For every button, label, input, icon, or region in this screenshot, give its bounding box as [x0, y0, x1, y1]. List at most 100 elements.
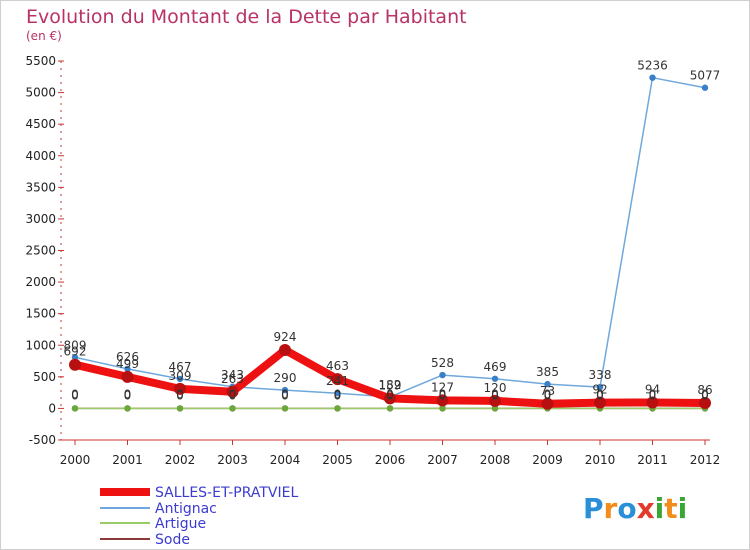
chart-subtitle: (en €): [26, 29, 62, 43]
data-label: 92: [592, 383, 607, 397]
data-label: 263: [221, 372, 244, 386]
data-label: 0: [124, 388, 132, 402]
logo-letter: x: [637, 492, 655, 525]
data-label: 0: [701, 387, 709, 401]
data-point: [174, 382, 186, 395]
data-label: 5077: [690, 69, 721, 83]
data-label: 528: [431, 356, 454, 370]
series-antignac: [71, 74, 709, 401]
y-tick-label: 3000: [25, 212, 56, 226]
axes: -500 0 500 1000 1500 2000 2500 3000 3500 4000 4500…: [25, 54, 720, 467]
logo-letter: P: [583, 492, 604, 525]
data-label: 120: [484, 381, 507, 395]
data-label: 0: [229, 387, 237, 401]
y-tick-label: 5500: [25, 54, 56, 68]
logo-letter: i: [655, 492, 665, 525]
legend-label: Artigue: [155, 516, 206, 532]
data-point: [69, 358, 81, 371]
data-label: 182: [379, 378, 402, 392]
data-label: 0: [596, 387, 604, 401]
data-point: [281, 405, 289, 412]
x-tick-label: 2009: [532, 453, 563, 467]
data-label: 0: [596, 388, 604, 402]
series-layer: 809 626 467 343 290 241 182 528 469 385 338 5236 507…: [64, 59, 721, 412]
y-tick-label: 2500: [25, 244, 56, 258]
logo-letter: r: [604, 492, 618, 525]
data-point: [71, 354, 79, 361]
x-tick-label: 2002: [165, 453, 196, 467]
data-label: 0: [334, 388, 342, 402]
x-tick-label: 2012: [690, 453, 721, 467]
data-point: [649, 74, 656, 81]
data-label: 241: [326, 374, 349, 388]
y-tick-label: 1500: [25, 307, 56, 321]
series-line: [74, 76, 706, 398]
data-label: 0: [544, 388, 552, 402]
data-point: [386, 405, 394, 412]
data-point: [596, 383, 604, 391]
data-label: 290: [274, 371, 297, 385]
data-point: [384, 392, 396, 405]
y-tick-label: 500: [33, 370, 56, 384]
y-tick-label: 3500: [25, 180, 56, 194]
x-tick-label: 2010: [585, 453, 616, 467]
data-label: 0: [544, 387, 552, 401]
y-tick-label: -500: [29, 433, 56, 447]
chart-title: Evolution du Montant de la Dette par Hab…: [26, 6, 467, 28]
data-label: 0: [491, 388, 499, 402]
y-tick-label: 1000: [25, 338, 56, 352]
data-point: [226, 385, 239, 398]
data-label: 343: [221, 368, 244, 382]
y-tick-label: 2000: [25, 275, 56, 289]
data-label: 94: [645, 382, 660, 396]
data-label: 0: [281, 387, 289, 401]
data-label: 0: [386, 387, 394, 401]
data-label: 0: [229, 388, 237, 402]
legend-label: Antignac: [155, 501, 217, 517]
data-point: [491, 405, 499, 412]
data-point: [701, 84, 709, 91]
x-tick-label: 2006: [375, 453, 406, 467]
data-point: [331, 373, 344, 386]
data-point: [541, 397, 554, 410]
data-label: 626: [116, 350, 139, 364]
y-tick-label: 4000: [25, 149, 56, 163]
data-point: [124, 405, 131, 412]
y-tick-label: 4500: [25, 117, 56, 131]
x-tick-label: 2011: [637, 453, 668, 467]
data-point: [279, 344, 291, 357]
data-label: 5236: [637, 59, 668, 73]
data-label: 0: [701, 388, 709, 402]
data-label: 463: [326, 359, 349, 373]
data-label: 127: [431, 380, 454, 394]
x-tick-label: 2005: [322, 453, 353, 467]
data-label: 86: [697, 383, 712, 397]
data-label: 0: [71, 388, 79, 402]
data-point: [439, 371, 446, 379]
data-point: [334, 389, 341, 397]
data-label: 469: [484, 360, 507, 374]
data-point: [124, 365, 131, 373]
logo-letter: i: [678, 492, 688, 525]
data-label: 0: [176, 388, 184, 402]
x-tick-label: 2003: [217, 453, 248, 467]
data-point: [176, 405, 184, 412]
legend-item: Artigue: [100, 516, 206, 532]
proxiti-logo: Proxiti: [583, 492, 687, 525]
data-point: [334, 405, 341, 412]
legend-label: Sode: [155, 532, 190, 548]
data-point: [491, 375, 499, 382]
logo-letter: o: [617, 492, 636, 525]
data-point: [439, 405, 446, 412]
data-point: [176, 375, 184, 383]
x-tick-label: 2000: [60, 453, 91, 467]
data-label: 159: [379, 378, 402, 392]
x-tick-label: 2007: [427, 453, 458, 467]
data-label: 0: [176, 387, 184, 401]
data-point: [71, 405, 79, 412]
data-label: 0: [439, 387, 447, 401]
data-label: 0: [491, 387, 499, 401]
data-label: 0: [386, 388, 394, 402]
